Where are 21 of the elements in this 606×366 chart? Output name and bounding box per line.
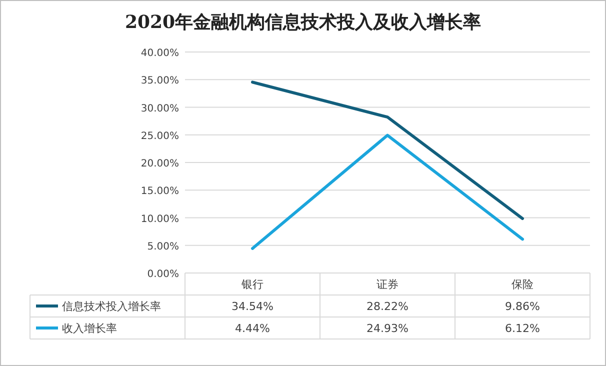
- x-tick-label: 证券: [376, 278, 398, 291]
- data-label: 34.54%: [232, 300, 274, 313]
- y-tick-label: 30.00%: [140, 103, 179, 114]
- data-label: 9.86%: [505, 300, 540, 313]
- y-tick-label: 25.00%: [140, 130, 179, 142]
- x-tick-label: 银行: [240, 278, 264, 291]
- y-tick-label: 15.00%: [140, 186, 179, 198]
- y-tick-label: 40.00%: [140, 48, 179, 59]
- y-tick-label: 0.00%: [147, 269, 179, 280]
- x-tick-label: 保险: [512, 278, 534, 291]
- y-tick-label: 10.00%: [140, 214, 179, 225]
- legend-label: 信息技术投入增长率: [62, 300, 161, 313]
- data-label: 4.44%: [235, 322, 270, 335]
- y-tick-label: 35.00%: [140, 76, 179, 87]
- data-label: 24.93%: [366, 322, 408, 335]
- y-tick-label: 5.00%: [147, 241, 179, 252]
- legend-label: 收入增长率: [62, 322, 117, 335]
- data-label: 28.22%: [366, 300, 408, 313]
- chart-title: 2020年金融机构信息技术投入及收入增长率: [124, 12, 482, 33]
- data-label: 6.12%: [505, 322, 540, 335]
- y-tick-label: 20.00%: [140, 158, 179, 170]
